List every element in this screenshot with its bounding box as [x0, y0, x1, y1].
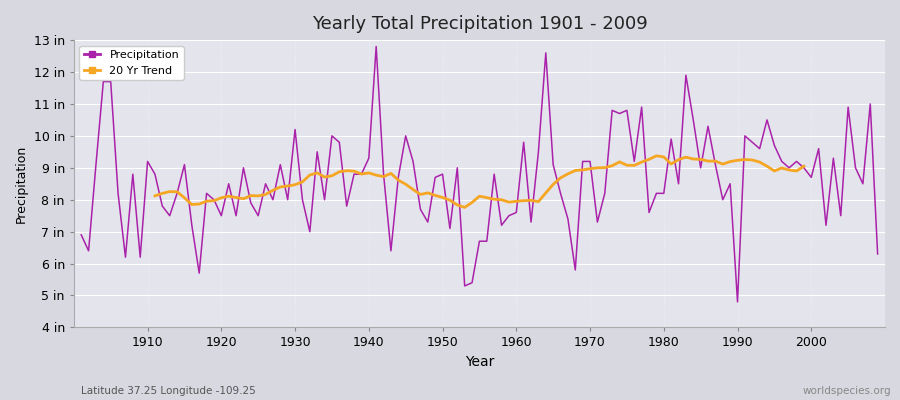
- Legend: Precipitation, 20 Yr Trend: Precipitation, 20 Yr Trend: [79, 46, 184, 80]
- Y-axis label: Precipitation: Precipitation: [15, 145, 28, 223]
- Text: Latitude 37.25 Longitude -109.25: Latitude 37.25 Longitude -109.25: [81, 386, 256, 396]
- X-axis label: Year: Year: [464, 355, 494, 369]
- Title: Yearly Total Precipitation 1901 - 2009: Yearly Total Precipitation 1901 - 2009: [311, 15, 647, 33]
- Text: worldspecies.org: worldspecies.org: [803, 386, 891, 396]
